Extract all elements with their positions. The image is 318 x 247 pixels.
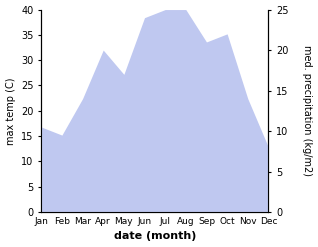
X-axis label: date (month): date (month) (114, 231, 196, 242)
Y-axis label: max temp (C): max temp (C) (5, 77, 16, 144)
Y-axis label: med. precipitation (kg/m2): med. precipitation (kg/m2) (302, 45, 313, 176)
